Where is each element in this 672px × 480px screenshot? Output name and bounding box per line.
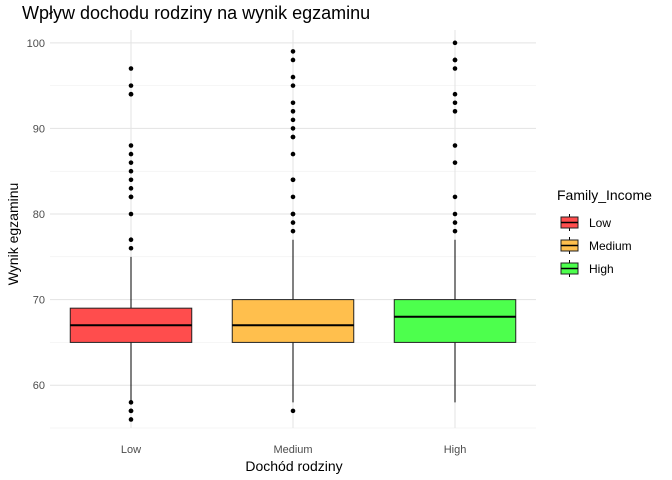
outlier-point (452, 211, 458, 217)
outlier-point (128, 177, 134, 183)
outlier-point (452, 143, 458, 148)
outlier-point (290, 177, 296, 183)
legend-title: Family_Income (557, 187, 652, 203)
outlier-point (128, 83, 134, 88)
legend-key-high (560, 260, 579, 277)
legend-label: High (589, 262, 614, 276)
outlier-point (128, 186, 134, 191)
iqr-box (231, 299, 355, 343)
outlier-point (128, 168, 134, 174)
legend-key-medium (560, 237, 579, 254)
outlier-point (452, 100, 458, 106)
outlier-point (128, 245, 134, 251)
y-tick-label: 90 (33, 123, 45, 135)
outlier-point (452, 220, 458, 225)
outlier-point (290, 100, 296, 106)
outlier-point (290, 220, 296, 225)
iqr-box (393, 299, 517, 343)
outlier-point (290, 83, 296, 88)
outlier-point (290, 134, 296, 140)
outlier-point (290, 109, 296, 114)
outlier-point (128, 211, 134, 217)
outlier-point (128, 194, 134, 200)
outlier-point (290, 228, 296, 234)
outlier-point (452, 228, 458, 234)
outlier-point (452, 109, 458, 114)
chart-title: Wpływ dochodu rodziny na wynik egzaminu (22, 3, 370, 23)
x-tick-label: Low (121, 444, 141, 456)
y-tick-label: 60 (33, 380, 45, 392)
outlier-point (452, 91, 458, 97)
outlier-point (452, 194, 458, 200)
y-tick-label: 80 (33, 209, 45, 221)
outlier-point (290, 126, 296, 131)
outlier-point (128, 143, 134, 148)
legend-key-low (560, 214, 579, 231)
outlier-point (290, 151, 296, 157)
box-medium (231, 49, 355, 414)
box-high (393, 40, 517, 403)
outlier-point (290, 57, 296, 63)
boxes (69, 40, 517, 422)
outlier-point (128, 91, 134, 97)
outlier-point (128, 417, 134, 422)
outlier-point (290, 211, 296, 217)
y-tick-label: 100 (27, 38, 45, 50)
x-axis-ticks: Low Medium High (121, 444, 466, 456)
outlier-point (452, 40, 458, 46)
x-axis-title: Dochód rodziny (245, 458, 342, 474)
outlier-point (452, 57, 458, 63)
outlier-point (128, 151, 134, 157)
legend: Family_Income Low Medium High (557, 187, 652, 277)
x-tick-label: Medium (273, 444, 312, 456)
legend-label: Low (589, 216, 611, 230)
outlier-point (290, 408, 296, 414)
outlier-point (290, 49, 296, 54)
outlier-point (290, 194, 296, 200)
outlier-point (128, 66, 134, 71)
outlier-point (128, 237, 134, 242)
outlier-point (290, 74, 296, 80)
x-tick-label: High (444, 444, 467, 456)
y-tick-label: 70 (33, 295, 45, 307)
outlier-point (128, 400, 134, 405)
outlier-point (128, 408, 134, 414)
y-axis-ticks: 60 70 80 90 100 (27, 38, 45, 392)
outlier-point (128, 160, 134, 165)
legend-label: Medium (589, 239, 632, 253)
outlier-point (452, 160, 458, 165)
outlier-point (290, 117, 296, 123)
outlier-point (452, 66, 458, 71)
box-low (69, 66, 193, 422)
y-axis-title: Wynik egzaminu (5, 183, 21, 286)
